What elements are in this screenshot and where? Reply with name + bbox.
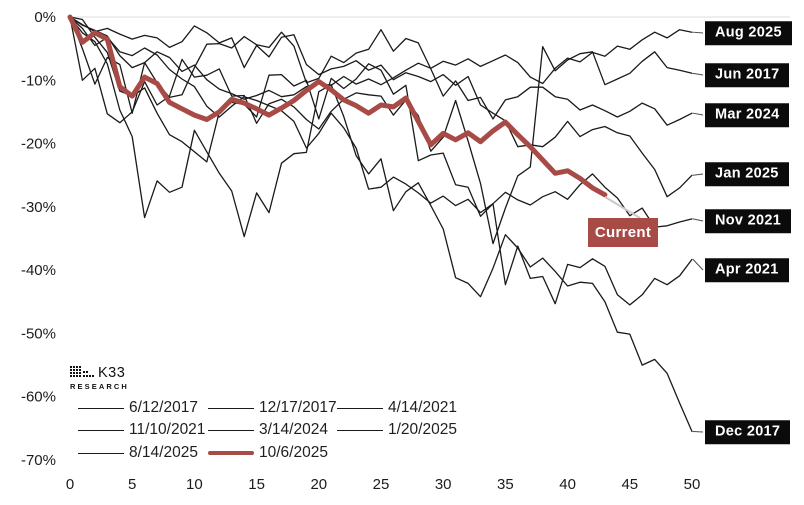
logo-sub-text: RESEARCH xyxy=(70,382,129,391)
legend-label: 6/12/2017 xyxy=(129,399,198,416)
legend-label: 11/10/2021 xyxy=(129,421,206,438)
y-axis-tick--60%: -60% xyxy=(21,389,56,406)
legend-label: 10/6/2025 xyxy=(259,444,328,461)
series-line-11/10/2021 xyxy=(69,16,693,228)
x-axis-tick-30: 30 xyxy=(435,476,452,493)
series-line-8/14/2025 xyxy=(69,16,693,100)
y-axis-tick--20%: -20% xyxy=(21,136,56,153)
end-label-jun-2017: Jun 2017 xyxy=(705,63,790,87)
legend-swatch-12/17/2017 xyxy=(208,407,254,409)
legend-swatch-6/12/2017 xyxy=(78,407,124,409)
logo-brand-text: K33 xyxy=(98,365,126,381)
leader-line-Mar 2024 xyxy=(692,112,704,116)
x-axis-tick-35: 35 xyxy=(497,476,514,493)
x-axis-tick-5: 5 xyxy=(128,476,136,493)
legend-item-3/14/2024: 3/14/2024 xyxy=(208,421,328,439)
leader-line-Apr 2021 xyxy=(692,259,704,271)
legend-swatch-11/10/2021 xyxy=(78,429,124,431)
series-line-6/12/2017 xyxy=(69,16,693,245)
end-label-nov-2021: Nov 2021 xyxy=(705,209,792,233)
legend-item-4/14/2021: 4/14/2021 xyxy=(337,399,457,417)
current-leader-line xyxy=(604,195,641,219)
legend-swatch-10/6/2025 xyxy=(208,451,254,455)
legend-label: 4/14/2021 xyxy=(388,399,457,416)
x-axis-tick-15: 15 xyxy=(248,476,265,493)
series-line-10/6/2025 xyxy=(67,14,608,198)
legend-swatch-8/14/2025 xyxy=(78,452,124,454)
end-label-jan-2025: Jan 2025 xyxy=(705,162,789,186)
end-label-aug-2025: Aug 2025 xyxy=(705,21,792,45)
leader-line-Aug 2025 xyxy=(692,31,704,34)
k33-research-logo: K33 RESEARCH xyxy=(70,365,129,391)
series-line-3/14/2024 xyxy=(69,16,693,126)
legend-label: 3/14/2024 xyxy=(259,421,328,438)
y-axis-tick--50%: -50% xyxy=(21,325,56,342)
current-callout: Current xyxy=(588,218,658,247)
legend-label: 12/17/2017 xyxy=(259,399,337,416)
leader-line-Jan 2025 xyxy=(692,173,704,176)
legend-item-10/6/2025: 10/6/2025 xyxy=(208,444,328,462)
x-axis-tick-40: 40 xyxy=(559,476,576,493)
series-line-1/20/2025 xyxy=(69,16,693,198)
legend-item-11/10/2021: 11/10/2021 xyxy=(78,421,205,439)
legend-swatch-4/14/2021 xyxy=(337,407,383,409)
y-axis-tick-0%: 0% xyxy=(34,9,56,26)
legend-swatch-3/14/2024 xyxy=(208,429,254,431)
legend-label: 1/20/2025 xyxy=(388,421,457,438)
legend-item-1/20/2025: 1/20/2025 xyxy=(337,421,457,439)
current-callout-label: Current xyxy=(594,224,652,241)
y-axis-tick--30%: -30% xyxy=(21,199,56,216)
leader-line-Nov 2021 xyxy=(692,218,704,222)
x-axis-tick-10: 10 xyxy=(186,476,203,493)
legend-label: 8/14/2025 xyxy=(129,444,198,461)
k33-dots-icon xyxy=(70,366,94,377)
legend-item-12/17/2017: 12/17/2017 xyxy=(208,399,337,417)
end-label-dec-2017: Dec 2017 xyxy=(705,420,791,444)
x-axis-tick-20: 20 xyxy=(310,476,327,493)
legend-item-6/12/2017: 6/12/2017 xyxy=(78,399,198,417)
y-axis-tick--10%: -10% xyxy=(21,72,56,89)
legend-swatch-1/20/2025 xyxy=(337,429,383,431)
x-axis-tick-45: 45 xyxy=(621,476,638,493)
end-label-mar-2024: Mar 2024 xyxy=(705,103,790,127)
x-axis-tick-50: 50 xyxy=(684,476,701,493)
end-label-apr-2021: Apr 2021 xyxy=(705,258,789,282)
leader-line-Jun 2017 xyxy=(692,72,704,76)
y-axis-tick--70%: -70% xyxy=(21,452,56,469)
series-line-4/14/2021 xyxy=(69,16,693,306)
x-axis-tick-25: 25 xyxy=(373,476,390,493)
series-line-12/17/2017 xyxy=(69,16,693,433)
y-axis-tick--40%: -40% xyxy=(21,262,56,279)
x-axis-tick-0: 0 xyxy=(66,476,74,493)
legend-item-8/14/2025: 8/14/2025 xyxy=(78,444,198,462)
